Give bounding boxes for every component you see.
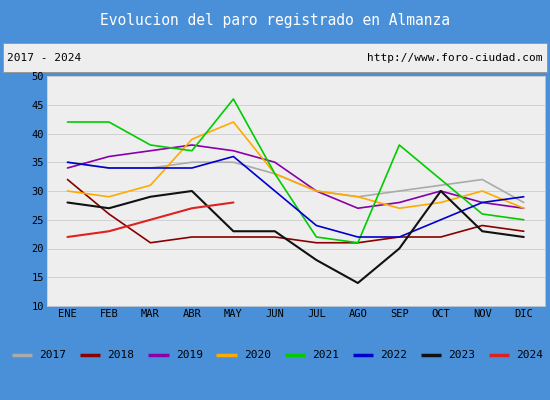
Text: 2017 - 2024: 2017 - 2024 (7, 53, 81, 63)
Text: 2019: 2019 (175, 350, 202, 360)
Text: 2023: 2023 (448, 350, 475, 360)
Text: 2018: 2018 (108, 350, 135, 360)
Text: 2020: 2020 (244, 350, 271, 360)
Text: http://www.foro-ciudad.com: http://www.foro-ciudad.com (367, 53, 543, 63)
Text: 2024: 2024 (516, 350, 543, 360)
Text: Evolucion del paro registrado en Almanza: Evolucion del paro registrado en Almanza (100, 14, 450, 28)
Text: 2022: 2022 (380, 350, 407, 360)
Text: 2021: 2021 (312, 350, 339, 360)
Text: 2017: 2017 (40, 350, 67, 360)
